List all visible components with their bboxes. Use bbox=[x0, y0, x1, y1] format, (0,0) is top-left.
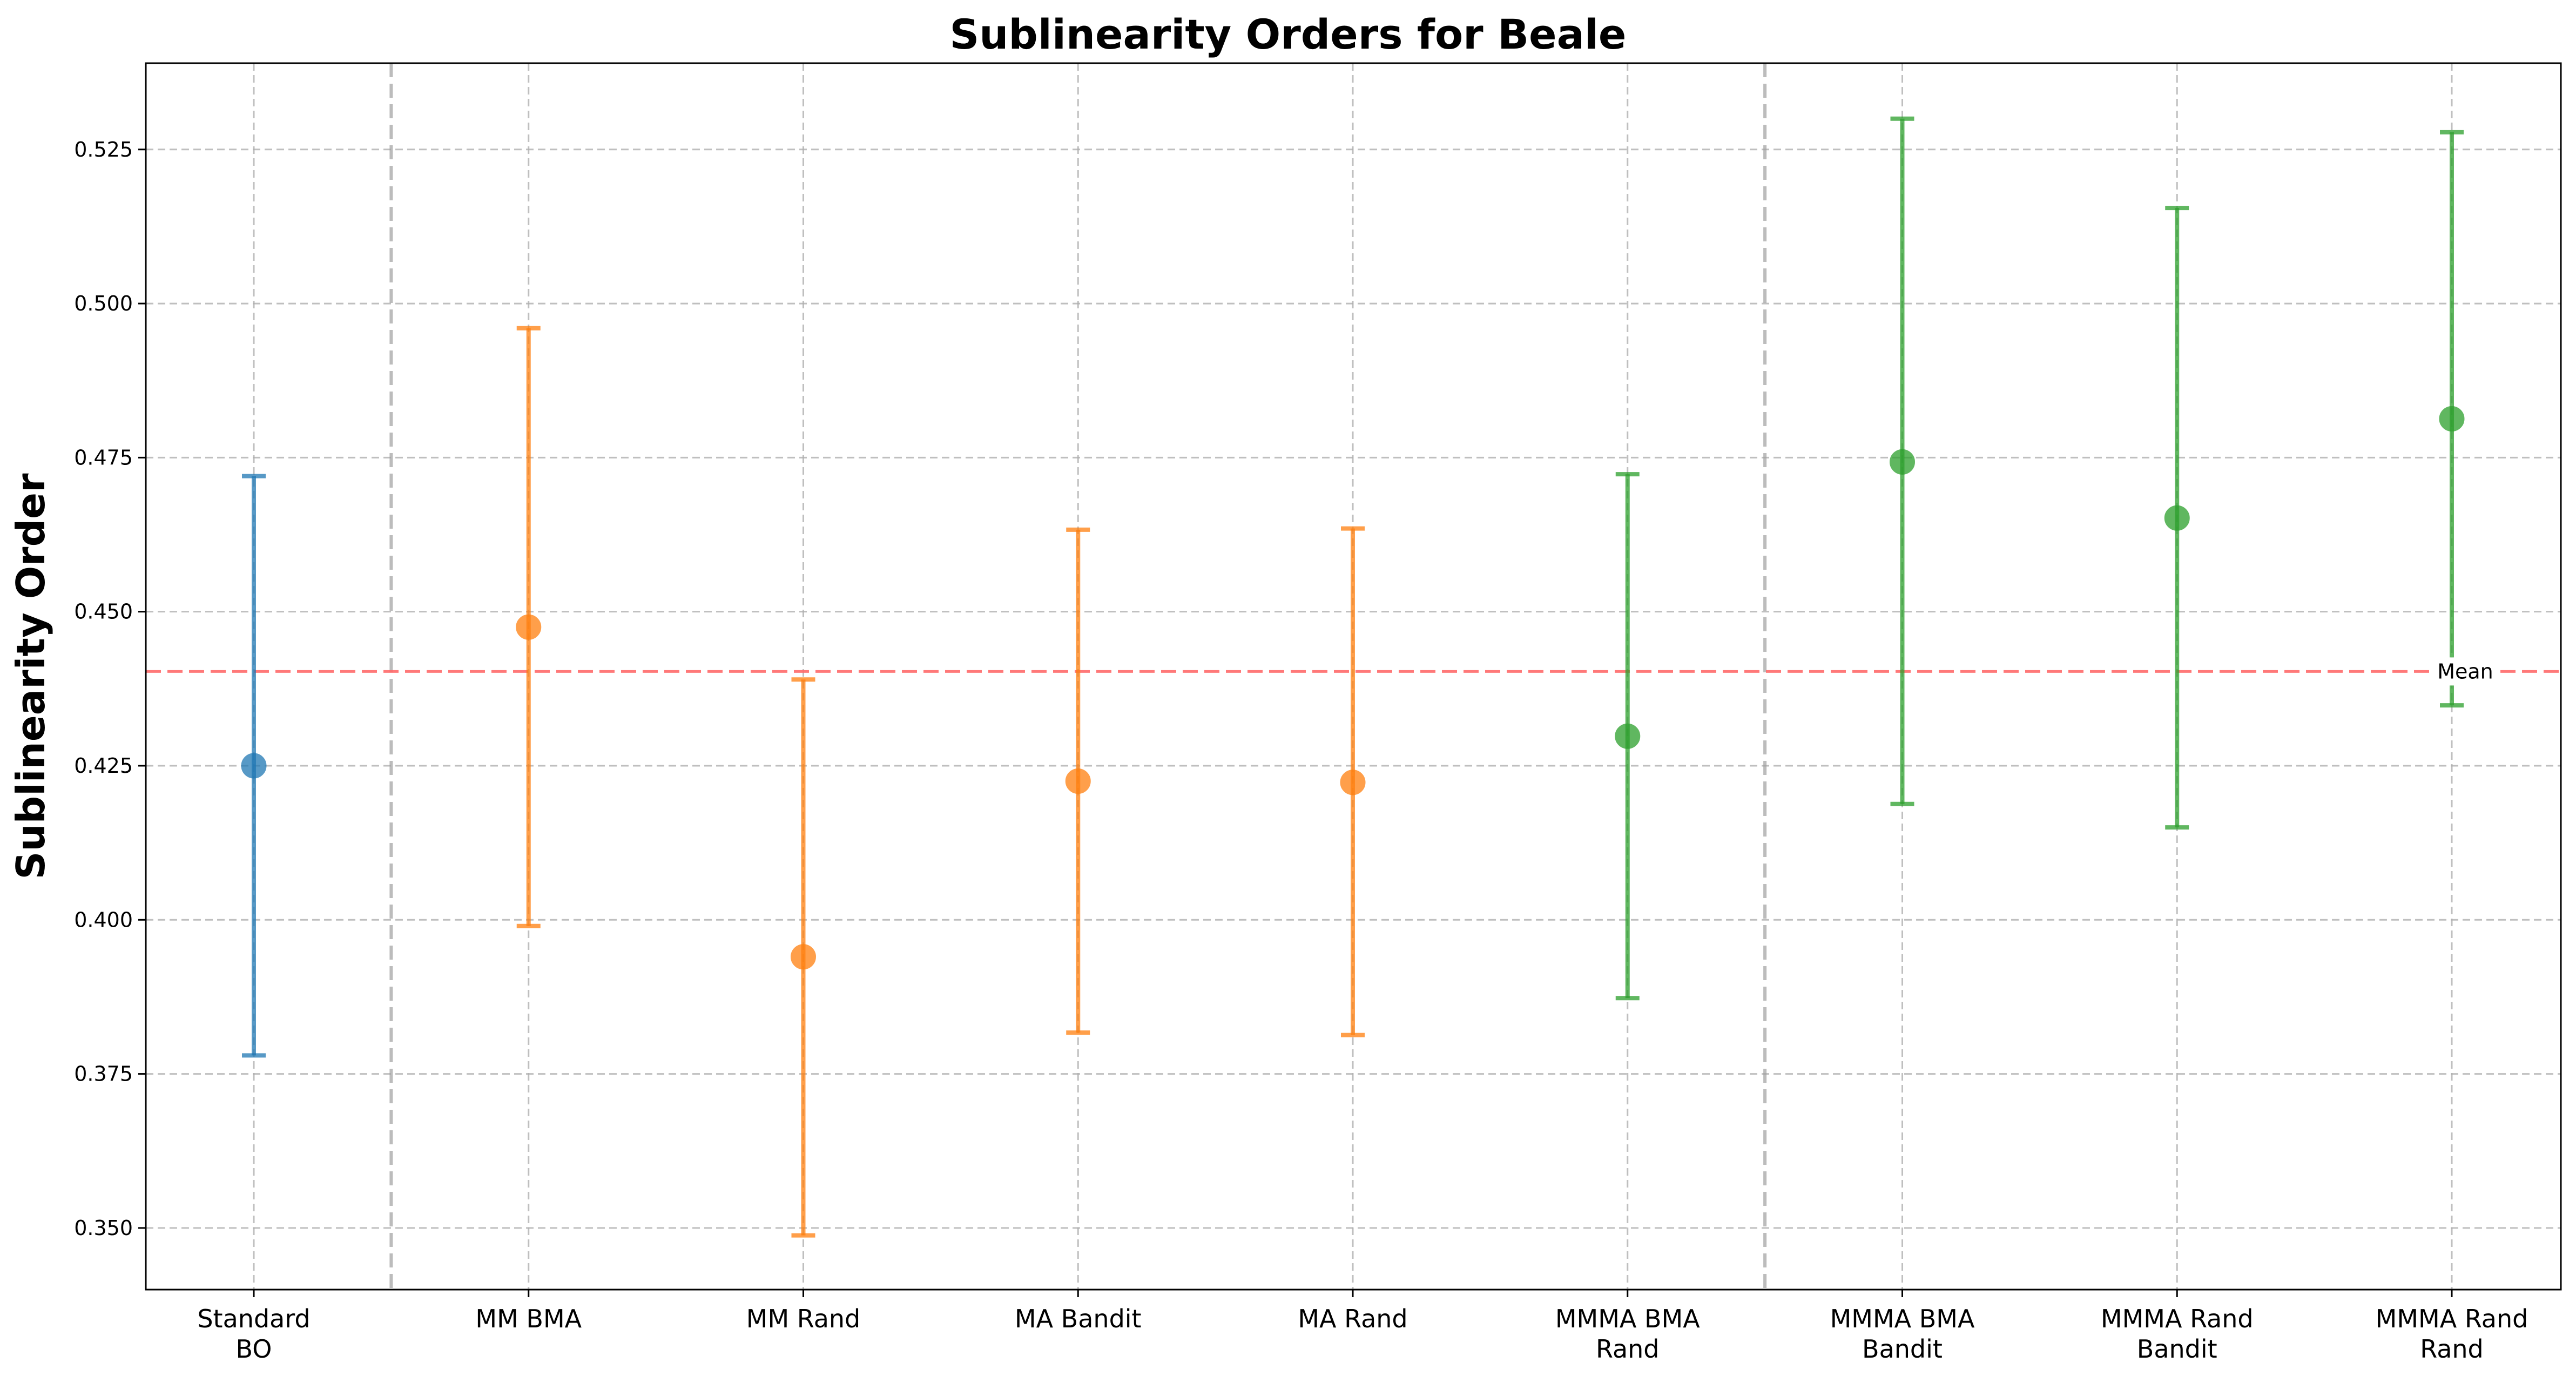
y-tick-label: 0.425 bbox=[74, 754, 133, 778]
x-tick-label: MMMA BMA Bandit bbox=[1830, 1304, 1975, 1364]
data-point bbox=[1065, 768, 1091, 794]
y-tick-label: 0.400 bbox=[74, 908, 133, 932]
x-tick-label-line: MM Rand bbox=[746, 1304, 861, 1333]
x-tick-label: MMMA BMA Rand bbox=[1555, 1304, 1700, 1364]
mean-label-background bbox=[2436, 657, 2495, 686]
x-tick-label-line: Standard bbox=[197, 1304, 310, 1333]
y-axis-label: Sublinearity Order bbox=[8, 473, 53, 879]
data-point bbox=[516, 614, 542, 640]
x-tick-label-line: BO bbox=[236, 1334, 272, 1364]
data-point bbox=[2439, 406, 2465, 431]
x-tick-label-line: MMMA BMA bbox=[1555, 1304, 1700, 1333]
y-tick-label: 0.450 bbox=[74, 600, 133, 624]
x-tick-label: MM Rand bbox=[746, 1304, 861, 1333]
data-point bbox=[1890, 449, 1915, 475]
plot-frame bbox=[145, 62, 2562, 1291]
data-point bbox=[241, 753, 267, 779]
chart-title: Sublinearity Orders for Beale bbox=[950, 10, 1627, 58]
x-tick-label: MMMA Rand Bandit bbox=[2101, 1304, 2254, 1364]
plot-area: 0.350 0.375 0.400 0.425 0.450 0.475 0.500 0.525… bbox=[74, 62, 2562, 1364]
y-tick-label: 0.525 bbox=[74, 138, 133, 161]
y-tick-label: 0.350 bbox=[74, 1216, 133, 1240]
x-tick-label-line: MA Rand bbox=[1298, 1304, 1407, 1333]
mean-label: Mean bbox=[2437, 659, 2493, 683]
x-tick-label: MA Rand bbox=[1298, 1304, 1407, 1333]
x-tick-label-line: MM BMA bbox=[475, 1304, 582, 1333]
y-tick-label: 0.500 bbox=[74, 292, 133, 315]
x-tick-label-line: Bandit bbox=[1862, 1334, 1943, 1364]
x-tick-label-line: Rand bbox=[2420, 1334, 2484, 1364]
x-tick-label: Standard BO bbox=[197, 1304, 310, 1364]
data-point bbox=[1340, 770, 1366, 795]
x-tick-label: MMMA Rand Rand bbox=[2376, 1304, 2528, 1364]
x-tick-label: MA Bandit bbox=[1015, 1304, 1142, 1333]
x-tick-label-line: MMMA Rand bbox=[2376, 1304, 2528, 1333]
x-tick-label-line: MA Bandit bbox=[1015, 1304, 1142, 1333]
x-tick-label-line: MMMA Rand bbox=[2101, 1304, 2254, 1333]
data-point bbox=[2164, 505, 2190, 531]
x-tick-label: MM BMA bbox=[475, 1304, 582, 1333]
x-tick-label-line: MMMA BMA bbox=[1830, 1304, 1975, 1333]
data-point bbox=[1615, 723, 1641, 749]
y-tick-label: 0.475 bbox=[74, 446, 133, 469]
x-tick-label-line: Bandit bbox=[2137, 1334, 2217, 1364]
x-tick-label-line: Rand bbox=[1596, 1334, 1660, 1364]
y-tick-label: 0.375 bbox=[74, 1062, 133, 1086]
data-point bbox=[791, 944, 816, 970]
